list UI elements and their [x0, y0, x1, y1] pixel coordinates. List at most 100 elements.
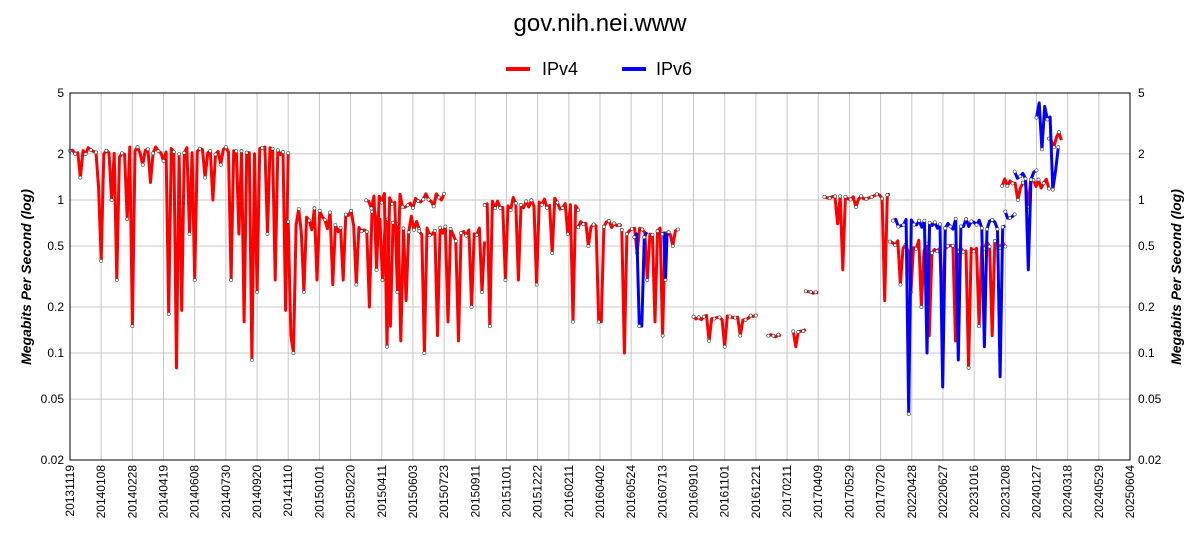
data-point — [880, 196, 884, 201]
data-point — [1003, 209, 1008, 214]
y-tick-label-left: 0.02 — [41, 453, 65, 467]
data-point — [971, 249, 976, 254]
data-point — [411, 206, 415, 210]
y-tick-label-left: 5 — [57, 86, 64, 100]
data-point — [1056, 145, 1061, 150]
data-point — [109, 198, 114, 202]
data-point — [1023, 176, 1028, 181]
y-tick-label-right: 1 — [1138, 193, 1145, 207]
x-tick-label: 20150603 — [406, 465, 420, 519]
data-point — [917, 218, 922, 223]
data-point — [437, 195, 441, 200]
x-tick-label: 20160713 — [655, 465, 669, 519]
data-point — [827, 196, 832, 201]
data-point — [1057, 130, 1061, 135]
data-point — [385, 344, 389, 349]
data-point — [161, 159, 166, 163]
data-point — [833, 194, 837, 199]
data-point — [343, 212, 348, 217]
data-point — [120, 151, 124, 156]
x-tick-label: 20140730 — [219, 465, 233, 519]
data-point — [503, 278, 508, 282]
data-point — [896, 224, 901, 229]
data-point — [586, 244, 591, 248]
data-point — [422, 351, 427, 355]
data-point — [959, 224, 963, 229]
data-point — [666, 230, 671, 234]
data-point — [576, 225, 581, 230]
data-point — [801, 329, 806, 333]
data-point — [1005, 183, 1010, 188]
data-point — [156, 149, 161, 153]
data-point — [848, 197, 853, 202]
data-point — [135, 145, 140, 150]
x-tick-label: 20150411 — [375, 465, 389, 518]
x-tick-label: 20240318 — [1061, 465, 1075, 519]
data-point — [244, 150, 249, 155]
data-point — [427, 233, 432, 238]
data-point — [513, 201, 518, 206]
data-point — [400, 205, 405, 209]
data-point — [717, 315, 722, 320]
data-point — [660, 232, 665, 237]
x-tick-label: 20150101 — [312, 465, 326, 519]
data-point — [660, 333, 665, 338]
data-point — [1012, 212, 1017, 217]
data-point — [83, 152, 88, 157]
data-point — [987, 244, 992, 249]
data-point — [177, 152, 182, 157]
data-point — [992, 239, 997, 243]
y-axis-label-left: Megabits Per Second (log) — [18, 189, 34, 365]
data-point — [645, 278, 650, 282]
data-point — [508, 208, 513, 212]
data-point — [766, 333, 771, 338]
x-tick-label: 20140419 — [157, 465, 171, 519]
data-point — [591, 222, 596, 227]
data-point — [140, 162, 145, 167]
x-tick-label: 20140920 — [250, 465, 264, 519]
data-point — [1047, 186, 1051, 191]
data-point — [888, 239, 892, 244]
data-point — [922, 218, 927, 223]
legend-ipv6-label: IPv6 — [656, 59, 692, 79]
data-point — [898, 282, 903, 287]
data-point — [487, 324, 492, 328]
series-line-segment — [418, 225, 487, 355]
data-point — [1034, 168, 1039, 173]
data-point — [893, 243, 898, 248]
data-point — [869, 195, 874, 199]
data-point — [948, 224, 953, 229]
data-point — [480, 290, 484, 295]
data-point — [932, 220, 937, 225]
y-tick-label-right: 0.5 — [1138, 239, 1155, 253]
data-point — [482, 203, 487, 208]
data-point — [519, 202, 523, 207]
x-tick-label: 20170529 — [842, 465, 856, 519]
data-point — [417, 229, 422, 234]
data-point — [601, 224, 606, 229]
data-point — [938, 222, 942, 227]
data-point — [1045, 117, 1050, 122]
data-point — [474, 232, 479, 237]
data-point — [1018, 174, 1023, 179]
data-point — [459, 231, 463, 235]
x-tick-labels: 20131119 20140108 20140228 20140419 20140608… — [63, 465, 1137, 519]
x-tick-label: 20231016 — [967, 465, 981, 519]
data-point — [1034, 115, 1039, 120]
data-point — [571, 319, 575, 324]
data-point — [1008, 216, 1012, 220]
data-point — [448, 226, 453, 231]
data-point — [966, 365, 971, 370]
x-tick-label: 20240529 — [1092, 465, 1106, 519]
data-point — [166, 312, 171, 316]
data-point — [364, 198, 369, 203]
data-point — [354, 282, 359, 287]
data-point — [995, 227, 1000, 232]
data-point — [333, 223, 338, 227]
data-point — [722, 344, 727, 349]
data-point — [813, 290, 818, 295]
data-point — [255, 290, 259, 295]
data-point — [545, 205, 549, 210]
data-point — [498, 206, 503, 210]
y-tick-label-right: 0.02 — [1138, 453, 1162, 467]
